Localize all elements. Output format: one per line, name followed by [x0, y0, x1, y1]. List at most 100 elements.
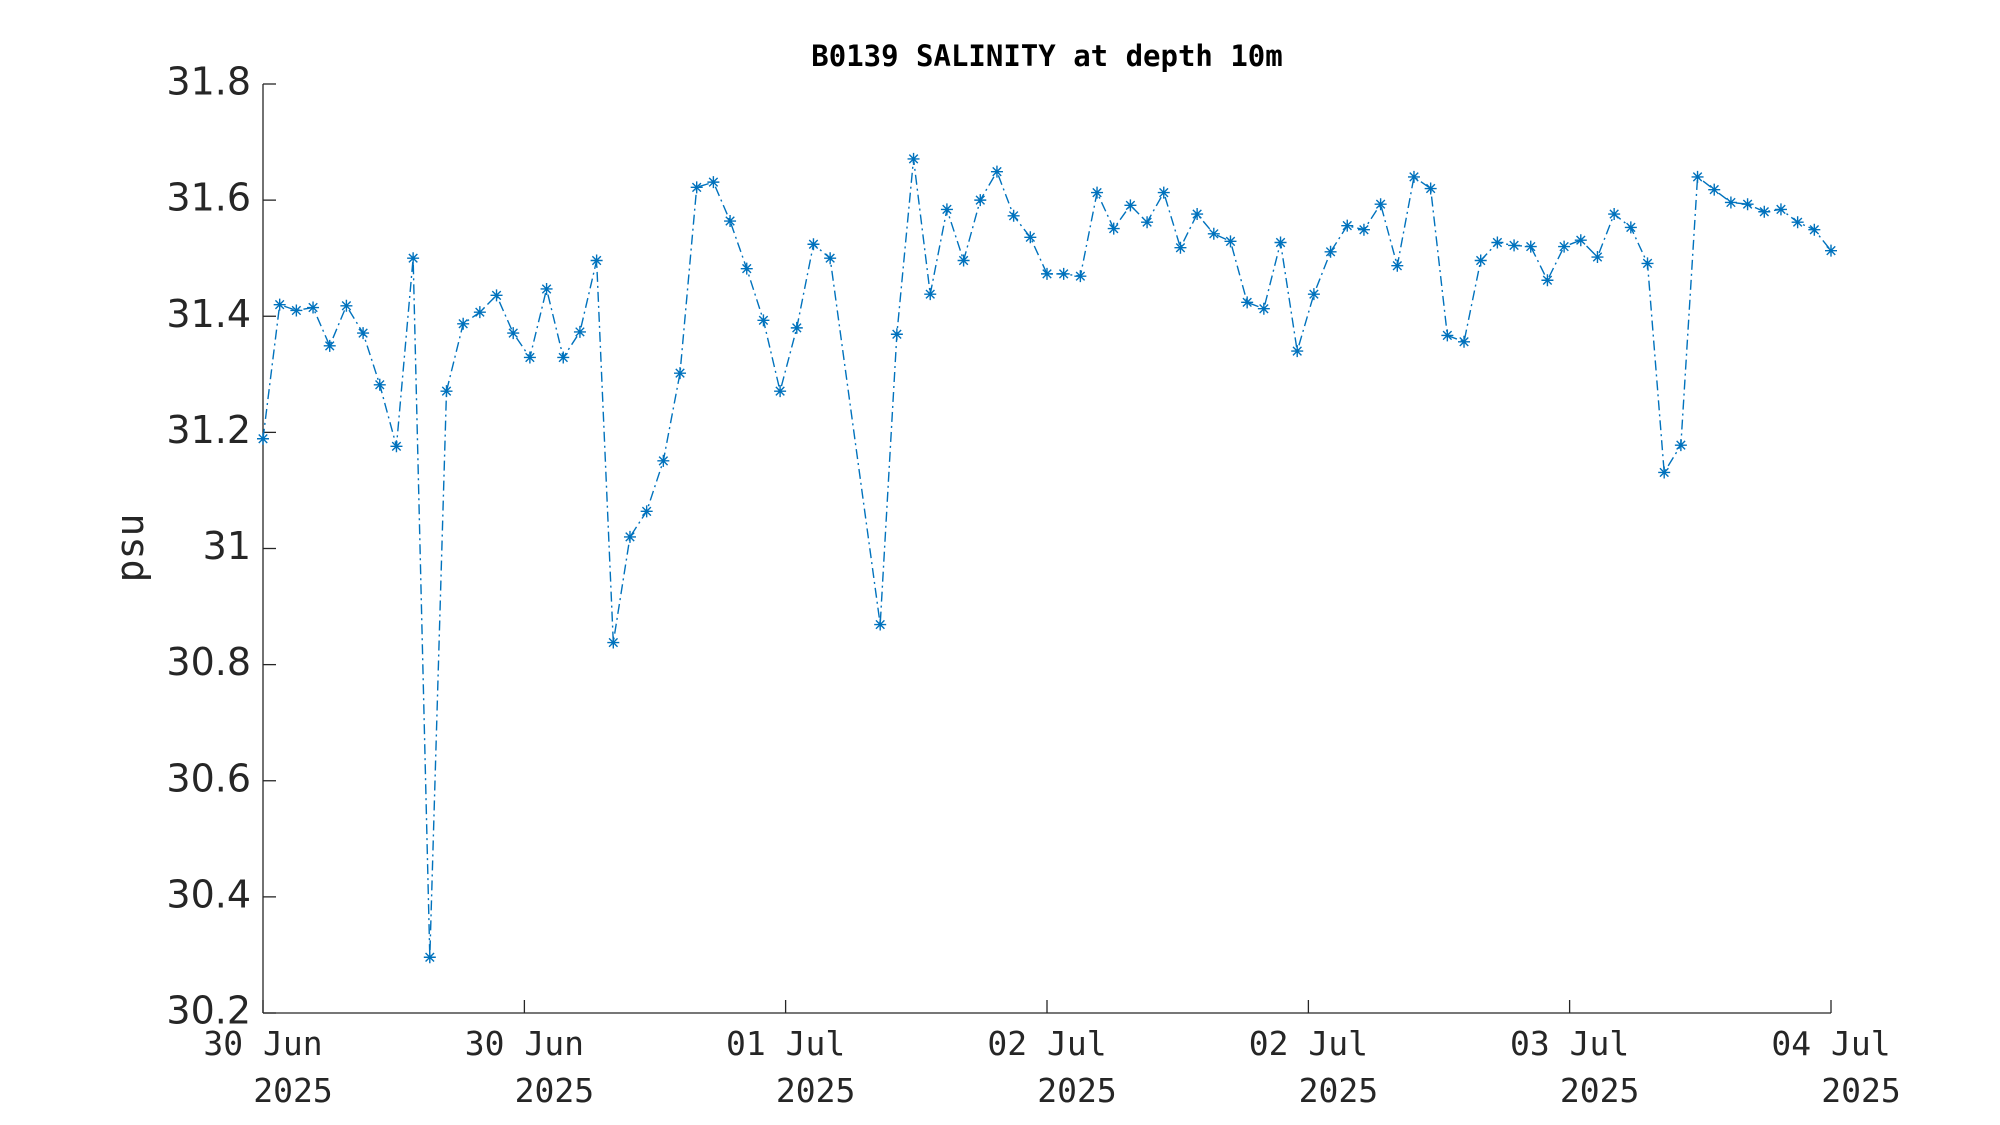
- y-tick-label: 30.8: [166, 640, 251, 684]
- y-tick-label: 31: [203, 524, 251, 568]
- data-marker: [724, 215, 737, 228]
- x-tick-label: 2025: [1821, 1071, 1900, 1110]
- data-marker: [490, 289, 503, 302]
- data-marker: [1441, 329, 1454, 342]
- data-marker: [1524, 240, 1537, 253]
- data-marker: [1241, 296, 1254, 309]
- data-marker: [1391, 259, 1404, 272]
- data-marker: [957, 254, 970, 267]
- data-marker: [1691, 170, 1704, 183]
- x-tick-label: 04 Jul: [1771, 1024, 1890, 1063]
- y-axis-label: psu: [108, 514, 152, 583]
- data-marker: [1374, 198, 1387, 211]
- data-marker: [1624, 221, 1637, 234]
- data-marker: [290, 304, 303, 317]
- data-marker: [924, 288, 937, 301]
- data-marker: [1357, 223, 1370, 236]
- x-tick-label: 30 Jun: [203, 1024, 322, 1063]
- data-marker: [824, 252, 837, 265]
- data-marker: [1124, 199, 1137, 212]
- y-tick-label: 31.8: [166, 60, 251, 104]
- data-marker: [457, 317, 470, 330]
- data-marker: [1057, 267, 1070, 280]
- data-marker: [1641, 257, 1654, 270]
- data-marker: [1825, 244, 1837, 257]
- data-marker: [1808, 223, 1821, 236]
- data-marker: [1174, 241, 1187, 254]
- x-tick-label: 2025: [515, 1071, 594, 1110]
- data-marker: [990, 165, 1003, 178]
- chart-title: B0139 SALINITY at depth 10m: [811, 39, 1282, 73]
- data-marker: [390, 440, 403, 453]
- data-marker: [273, 298, 286, 311]
- data-marker: [1591, 251, 1604, 264]
- data-marker: [1091, 186, 1104, 199]
- x-tick-label: 2025: [1560, 1071, 1639, 1110]
- data-marker: [657, 454, 670, 467]
- data-marker: [874, 618, 887, 631]
- data-marker: [440, 385, 453, 398]
- data-marker: [1041, 267, 1053, 280]
- data-marker: [1007, 209, 1020, 222]
- data-marker: [807, 238, 820, 251]
- data-marker: [1658, 466, 1671, 479]
- data-marker: [573, 325, 586, 338]
- data-marker: [1674, 439, 1687, 452]
- y-tick-label: 31.6: [166, 176, 251, 220]
- data-marker: [1207, 227, 1220, 240]
- data-marker: [407, 252, 420, 265]
- y-tick-label: 31.2: [166, 408, 251, 452]
- data-marker: [1541, 274, 1554, 287]
- data-marker: [323, 339, 336, 352]
- data-marker: [707, 176, 720, 189]
- data-marker: [623, 530, 636, 543]
- data-marker: [1191, 208, 1204, 221]
- data-marker: [1574, 234, 1587, 247]
- data-marker: [307, 301, 320, 314]
- data-marker: [1157, 186, 1170, 199]
- x-tick-label: 02 Jul: [987, 1024, 1106, 1063]
- data-marker: [1257, 302, 1270, 315]
- data-marker: [257, 432, 269, 445]
- data-marker: [740, 262, 753, 275]
- data-marker: [357, 327, 370, 340]
- data-marker: [774, 385, 787, 398]
- data-marker: [1708, 183, 1721, 196]
- x-tick-label: 2025: [1299, 1071, 1378, 1110]
- data-marker: [1458, 335, 1471, 348]
- x-tick-label: 2025: [776, 1071, 855, 1110]
- data-marker: [1791, 216, 1804, 229]
- data-marker: [974, 194, 987, 207]
- data-marker: [540, 282, 553, 295]
- data-marker: [907, 152, 920, 165]
- data-marker: [1474, 254, 1487, 267]
- data-marker: [757, 314, 770, 327]
- data-marker: [1758, 205, 1771, 218]
- data-marker: [1224, 235, 1237, 248]
- data-marker: [640, 505, 653, 518]
- x-tick-label: 2025: [1037, 1071, 1116, 1110]
- data-marker: [674, 367, 687, 380]
- data-marker: [1341, 219, 1354, 232]
- data-marker: [890, 328, 903, 341]
- y-tick-label: 31.4: [166, 292, 251, 336]
- data-marker: [940, 203, 953, 216]
- data-marker: [507, 327, 520, 340]
- data-marker: [1724, 196, 1737, 209]
- data-marker: [1558, 240, 1571, 253]
- data-marker: [1141, 216, 1154, 229]
- data-marker: [1024, 231, 1037, 244]
- data-marker: [473, 306, 486, 319]
- data-marker: [1307, 288, 1320, 301]
- x-tick-label: 30 Jun: [465, 1024, 584, 1063]
- x-tick-label: 02 Jul: [1249, 1024, 1368, 1063]
- data-marker: [1324, 245, 1337, 258]
- data-marker: [790, 321, 803, 334]
- y-tick-label: 30.2: [166, 989, 251, 1033]
- data-marker: [1774, 203, 1787, 216]
- data-marker: [1074, 270, 1087, 283]
- x-tick-label: 03 Jul: [1510, 1024, 1629, 1063]
- data-marker: [1291, 345, 1304, 358]
- x-tick-label: 01 Jul: [726, 1024, 845, 1063]
